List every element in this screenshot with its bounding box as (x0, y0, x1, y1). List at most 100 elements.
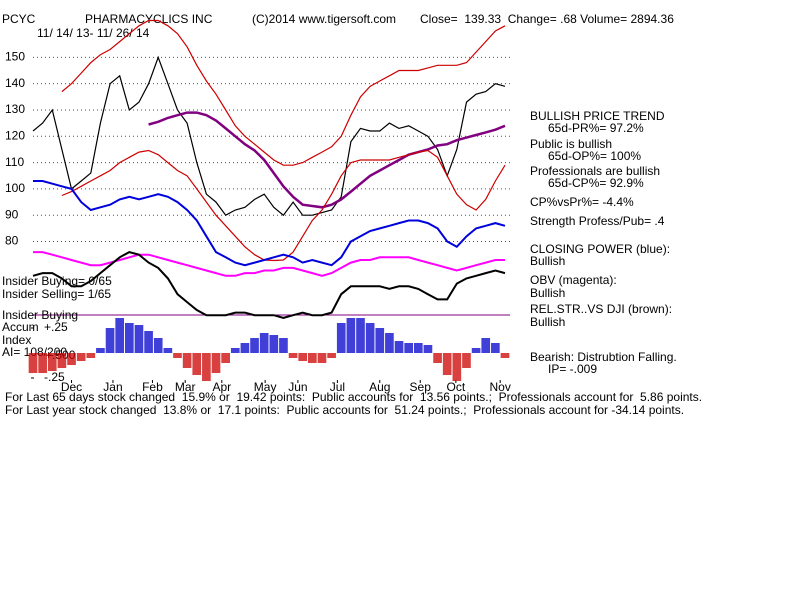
y-tick-label: 150 (5, 50, 25, 64)
annotation: Accum (2, 320, 39, 334)
bar (240, 343, 250, 353)
y-tick-label: +.25 (44, 320, 68, 334)
annotation: Public is bullish (530, 137, 612, 151)
bar (423, 345, 433, 353)
x-tick-label: Mar (175, 380, 196, 394)
bar (375, 328, 385, 353)
annotation: REL.STR..VS DJI (brown): (530, 302, 672, 316)
chart-title: PHARMACYCLICS INC (85, 12, 213, 26)
bar (76, 353, 86, 361)
bar (288, 353, 298, 358)
annotation: CP%vsPr%= -4.4% (530, 195, 634, 209)
series-line (61, 19, 506, 166)
bar (462, 353, 471, 368)
bar (38, 353, 47, 373)
series-line (61, 149, 506, 262)
x-tick-label: Dec (61, 380, 82, 394)
annotation: PCYC (2, 12, 36, 26)
x-tick-label: Aug (369, 380, 390, 394)
x-tick-label: Apr (212, 380, 231, 394)
y-tick-label: 110 (5, 155, 24, 169)
x-tick-label: Jul (330, 380, 345, 394)
y-tick-label: 80 (5, 234, 19, 248)
bar (394, 341, 404, 353)
series-line (33, 251, 505, 277)
annotation: BULLISH PRICE TREND (530, 109, 665, 123)
annotation: IP= -.009 (548, 362, 597, 376)
y-tick-label: 90 (5, 207, 19, 221)
bar (327, 353, 336, 358)
y-tick-label: 130 (5, 102, 25, 116)
annotation: Bullish (530, 315, 565, 329)
x-tick-label: Sep (410, 380, 432, 394)
bar (491, 343, 500, 353)
x-tick-label: Jan (103, 380, 122, 394)
bar (259, 333, 269, 353)
bar (481, 338, 491, 353)
x-tick-label: Feb (142, 380, 163, 394)
bar (250, 338, 259, 353)
annotation: Bearish: Distrubtion Falling. (530, 350, 677, 364)
bar (211, 353, 221, 373)
bar (134, 325, 144, 353)
bar (279, 338, 288, 353)
y-tick-label: 140 (5, 76, 25, 90)
annotation: For Last year stock changed 13.8% or 17.… (5, 403, 684, 417)
y-tick-label: -.25 (44, 370, 65, 384)
x-tick-label: Oct (447, 380, 466, 394)
bar (404, 343, 414, 353)
series-line (32, 55, 506, 217)
annotation: Close= 139.33 Change= .68 Volume= 2894.3… (420, 12, 674, 26)
bar (336, 323, 346, 353)
bar (308, 353, 317, 363)
bar (86, 353, 96, 358)
bar (105, 328, 115, 353)
bar (124, 323, 134, 353)
x-tick-label: Nov (490, 380, 511, 394)
bar (452, 353, 462, 381)
annotation: (C)2014 www.tigersoft.com (252, 12, 396, 26)
annotation: For Last 65 days stock changed 15.9% or … (5, 390, 702, 404)
bar (230, 348, 240, 353)
bar (346, 318, 356, 353)
bar (115, 318, 125, 353)
bar (47, 353, 57, 371)
annotation: 65d-OP%= 100% (548, 149, 641, 163)
annotation: Insider Selling= 1/65 (2, 287, 111, 301)
bar (144, 331, 153, 353)
y-tick-label: 100 (5, 181, 25, 195)
annotation: Professionals are bullish (530, 164, 660, 178)
annotation: Strength Profess/Pub= .4 (530, 214, 665, 228)
bar (221, 353, 230, 363)
bar (192, 353, 202, 375)
bar (471, 348, 481, 353)
chart-subtitle: 11/ 14/ 13- 11/ 26/ 14 (37, 26, 150, 40)
bar (385, 333, 394, 353)
series-line (148, 111, 506, 209)
bar (182, 353, 192, 368)
bar (317, 353, 327, 363)
annotation: Insider Buying (2, 308, 78, 322)
bar (500, 353, 510, 358)
bar (96, 348, 105, 353)
y-tick-label: 120 (5, 128, 25, 142)
annotation: CLOSING POWER (blue): (530, 242, 670, 256)
series-line (33, 180, 506, 267)
annotation: 65d-CP%= 92.9% (548, 176, 644, 190)
bar (269, 335, 279, 353)
annotation: Index (2, 333, 31, 347)
bar (173, 353, 182, 358)
bar (202, 353, 211, 381)
bar (28, 353, 38, 373)
bar (57, 353, 67, 368)
annotation: 65d-PR%= 97.2% (548, 121, 644, 135)
x-tick-label: Jun (288, 380, 307, 394)
bar (153, 338, 163, 353)
annotation: Bullish (530, 286, 565, 300)
bar (298, 353, 308, 361)
bar (365, 323, 375, 353)
bar (442, 353, 452, 375)
bar (356, 318, 365, 353)
